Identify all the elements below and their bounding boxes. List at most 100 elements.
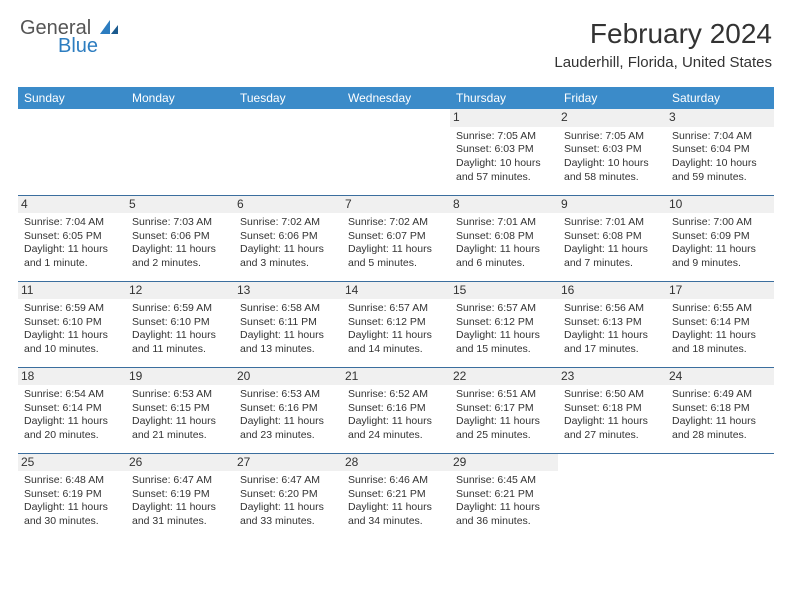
day-cell: 18Sunrise: 6:54 AMSunset: 6:14 PMDayligh… bbox=[18, 367, 126, 453]
day-number: 3 bbox=[666, 109, 774, 127]
day-number: 29 bbox=[450, 454, 558, 472]
day-cell: 25Sunrise: 6:48 AMSunset: 6:19 PMDayligh… bbox=[18, 453, 126, 539]
daylight-text: Daylight: 11 hours bbox=[456, 501, 552, 515]
daylight-text: Daylight: 11 hours bbox=[672, 329, 768, 343]
day-number: 26 bbox=[126, 454, 234, 472]
daylight-text: Daylight: 11 hours bbox=[240, 415, 336, 429]
day-cell: 13Sunrise: 6:58 AMSunset: 6:11 PMDayligh… bbox=[234, 281, 342, 367]
sunrise-text: Sunrise: 6:56 AM bbox=[564, 302, 660, 316]
sunrise-text: Sunrise: 6:49 AM bbox=[672, 388, 768, 402]
sunset-text: Sunset: 6:21 PM bbox=[456, 488, 552, 502]
day-cell: 4Sunrise: 7:04 AMSunset: 6:05 PMDaylight… bbox=[18, 195, 126, 281]
daylight-text: and 33 minutes. bbox=[240, 515, 336, 529]
daylight-text: Daylight: 11 hours bbox=[24, 415, 120, 429]
day-number: 23 bbox=[558, 368, 666, 386]
daylight-text: Daylight: 11 hours bbox=[348, 415, 444, 429]
day-cell: 8Sunrise: 7:01 AMSunset: 6:08 PMDaylight… bbox=[450, 195, 558, 281]
day-number: 24 bbox=[666, 368, 774, 386]
day-number: 1 bbox=[450, 109, 558, 127]
sunrise-text: Sunrise: 7:05 AM bbox=[564, 130, 660, 144]
daylight-text: Daylight: 11 hours bbox=[132, 243, 228, 257]
daylight-text: Daylight: 11 hours bbox=[132, 501, 228, 515]
week-row: 25Sunrise: 6:48 AMSunset: 6:19 PMDayligh… bbox=[18, 453, 774, 539]
daylight-text: and 20 minutes. bbox=[24, 429, 120, 443]
day-cell bbox=[342, 109, 450, 195]
day-cell: 2Sunrise: 7:05 AMSunset: 6:03 PMDaylight… bbox=[558, 109, 666, 195]
sunset-text: Sunset: 6:18 PM bbox=[564, 402, 660, 416]
sunset-text: Sunset: 6:03 PM bbox=[564, 143, 660, 157]
sunrise-text: Sunrise: 6:57 AM bbox=[456, 302, 552, 316]
sunrise-text: Sunrise: 7:02 AM bbox=[348, 216, 444, 230]
day-cell: 3Sunrise: 7:04 AMSunset: 6:04 PMDaylight… bbox=[666, 109, 774, 195]
week-row: 1Sunrise: 7:05 AMSunset: 6:03 PMDaylight… bbox=[18, 109, 774, 195]
daylight-text: Daylight: 11 hours bbox=[240, 243, 336, 257]
dow-tuesday: Tuesday bbox=[234, 87, 342, 109]
daylight-text: and 25 minutes. bbox=[456, 429, 552, 443]
day-cell: 21Sunrise: 6:52 AMSunset: 6:16 PMDayligh… bbox=[342, 367, 450, 453]
daylight-text: and 9 minutes. bbox=[672, 257, 768, 271]
daylight-text: and 11 minutes. bbox=[132, 343, 228, 357]
sunset-text: Sunset: 6:07 PM bbox=[348, 230, 444, 244]
sunset-text: Sunset: 6:19 PM bbox=[24, 488, 120, 502]
sunrise-text: Sunrise: 7:01 AM bbox=[564, 216, 660, 230]
daylight-text: and 3 minutes. bbox=[240, 257, 336, 271]
sunset-text: Sunset: 6:15 PM bbox=[132, 402, 228, 416]
daylight-text: Daylight: 11 hours bbox=[24, 243, 120, 257]
sunrise-text: Sunrise: 6:54 AM bbox=[24, 388, 120, 402]
dow-monday: Monday bbox=[126, 87, 234, 109]
daylight-text: Daylight: 11 hours bbox=[348, 501, 444, 515]
sunrise-text: Sunrise: 6:53 AM bbox=[132, 388, 228, 402]
daylight-text: Daylight: 11 hours bbox=[132, 415, 228, 429]
daylight-text: and 2 minutes. bbox=[132, 257, 228, 271]
daylight-text: Daylight: 11 hours bbox=[564, 329, 660, 343]
daylight-text: and 36 minutes. bbox=[456, 515, 552, 529]
day-cell: 12Sunrise: 6:59 AMSunset: 6:10 PMDayligh… bbox=[126, 281, 234, 367]
day-number: 27 bbox=[234, 454, 342, 472]
daylight-text: Daylight: 10 hours bbox=[672, 157, 768, 171]
daylight-text: and 6 minutes. bbox=[456, 257, 552, 271]
day-number: 19 bbox=[126, 368, 234, 386]
day-cell bbox=[234, 109, 342, 195]
day-number: 22 bbox=[450, 368, 558, 386]
daylight-text: and 15 minutes. bbox=[456, 343, 552, 357]
sunrise-text: Sunrise: 6:48 AM bbox=[24, 474, 120, 488]
sunset-text: Sunset: 6:10 PM bbox=[132, 316, 228, 330]
daylight-text: Daylight: 11 hours bbox=[132, 329, 228, 343]
daylight-text: and 13 minutes. bbox=[240, 343, 336, 357]
day-number: 4 bbox=[18, 196, 126, 214]
sunrise-text: Sunrise: 7:04 AM bbox=[24, 216, 120, 230]
sunset-text: Sunset: 6:04 PM bbox=[672, 143, 768, 157]
sunset-text: Sunset: 6:16 PM bbox=[240, 402, 336, 416]
title-block: February 2024 Lauderhill, Florida, Unite… bbox=[554, 18, 772, 71]
sunrise-text: Sunrise: 6:59 AM bbox=[24, 302, 120, 316]
dow-saturday: Saturday bbox=[666, 87, 774, 109]
daylight-text: Daylight: 11 hours bbox=[456, 415, 552, 429]
location: Lauderhill, Florida, United States bbox=[554, 54, 772, 71]
day-number: 18 bbox=[18, 368, 126, 386]
daylight-text: and 28 minutes. bbox=[672, 429, 768, 443]
day-cell bbox=[18, 109, 126, 195]
days-of-week-row: Sunday Monday Tuesday Wednesday Thursday… bbox=[18, 87, 774, 109]
day-cell: 15Sunrise: 6:57 AMSunset: 6:12 PMDayligh… bbox=[450, 281, 558, 367]
sunrise-text: Sunrise: 6:46 AM bbox=[348, 474, 444, 488]
sunset-text: Sunset: 6:12 PM bbox=[456, 316, 552, 330]
daylight-text: Daylight: 10 hours bbox=[564, 157, 660, 171]
day-cell: 1Sunrise: 7:05 AMSunset: 6:03 PMDaylight… bbox=[450, 109, 558, 195]
day-cell: 16Sunrise: 6:56 AMSunset: 6:13 PMDayligh… bbox=[558, 281, 666, 367]
daylight-text: and 21 minutes. bbox=[132, 429, 228, 443]
sunset-text: Sunset: 6:17 PM bbox=[456, 402, 552, 416]
daylight-text: and 24 minutes. bbox=[348, 429, 444, 443]
month-title: February 2024 bbox=[554, 18, 772, 50]
sunset-text: Sunset: 6:03 PM bbox=[456, 143, 552, 157]
week-row: 18Sunrise: 6:54 AMSunset: 6:14 PMDayligh… bbox=[18, 367, 774, 453]
daylight-text: Daylight: 11 hours bbox=[456, 243, 552, 257]
daylight-text: and 18 minutes. bbox=[672, 343, 768, 357]
sunset-text: Sunset: 6:11 PM bbox=[240, 316, 336, 330]
daylight-text: Daylight: 11 hours bbox=[240, 501, 336, 515]
daylight-text: and 30 minutes. bbox=[24, 515, 120, 529]
sunset-text: Sunset: 6:14 PM bbox=[672, 316, 768, 330]
dow-friday: Friday bbox=[558, 87, 666, 109]
daylight-text: Daylight: 11 hours bbox=[240, 329, 336, 343]
day-cell bbox=[666, 453, 774, 539]
calendar-table: Sunday Monday Tuesday Wednesday Thursday… bbox=[18, 87, 774, 539]
